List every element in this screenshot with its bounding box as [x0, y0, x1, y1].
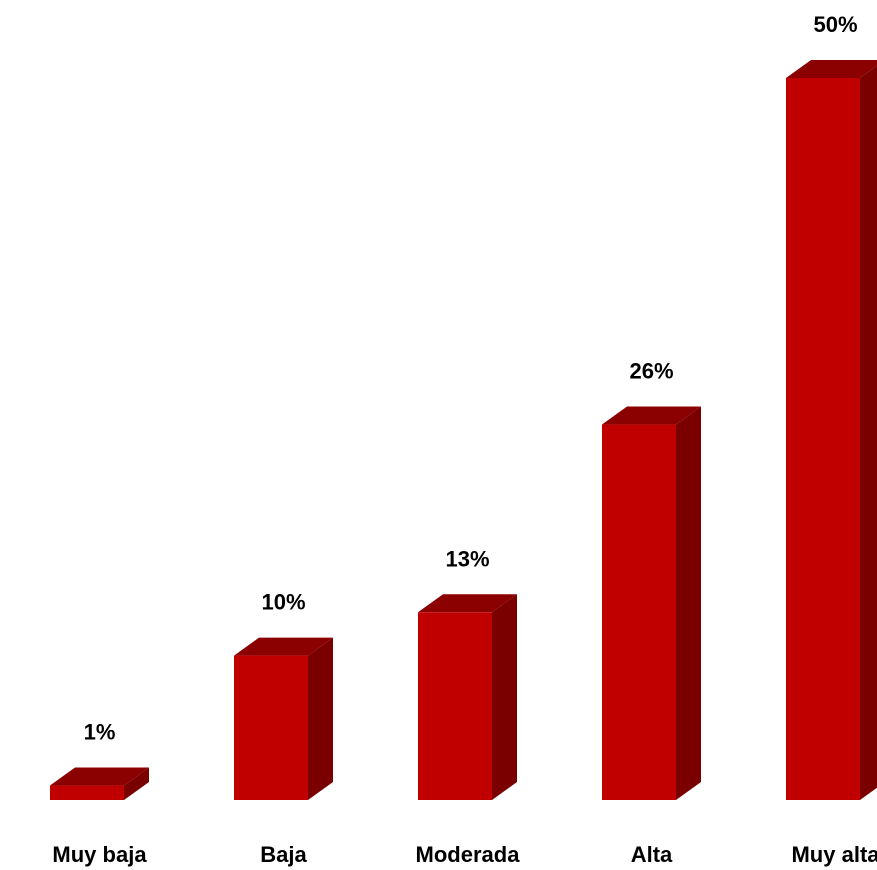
value-label-baja: 10% [261, 590, 305, 615]
bar-side-moderada [492, 594, 517, 800]
value-label-moderada: 13% [445, 546, 489, 571]
bar-side-muy-alta [860, 65, 877, 800]
value-label-muy-alta: 50% [813, 12, 857, 37]
bar-muy-alta [786, 60, 877, 800]
bar-side-baja [308, 637, 333, 800]
category-labels-group: Muy baja Baja Moderada Alta Muy alta [52, 842, 877, 867]
bar-front-baja [234, 655, 308, 800]
bar-front-moderada [418, 612, 492, 800]
bars-group [50, 60, 877, 800]
category-label-muy-baja: Muy baja [52, 842, 147, 867]
bar-muy-baja [50, 767, 149, 800]
bar-baja [234, 637, 333, 800]
value-labels-group: 1% 10% 13% 26% 50% [84, 12, 858, 745]
category-label-muy-alta: Muy alta [791, 842, 877, 867]
category-label-alta: Alta [631, 842, 673, 867]
bar-alta [602, 406, 701, 800]
value-label-alta: 26% [629, 359, 673, 384]
bar-front-muy-baja [50, 785, 124, 800]
bar-moderada [418, 594, 517, 800]
bar-front-muy-alta [786, 78, 860, 800]
bar-top-muy-alta [786, 60, 877, 78]
bar-side-alta [676, 406, 701, 800]
bar-front-alta [602, 424, 676, 800]
bar-top-moderada [418, 594, 517, 613]
bar-top-baja [234, 637, 333, 656]
category-label-moderada: Moderada [416, 842, 521, 867]
category-label-baja: Baja [260, 842, 307, 867]
bar-top-alta [602, 406, 701, 425]
bar-top-muy-baja [50, 767, 149, 786]
value-label-muy-baja: 1% [84, 720, 116, 745]
bar-side-muy-baja [124, 767, 149, 800]
